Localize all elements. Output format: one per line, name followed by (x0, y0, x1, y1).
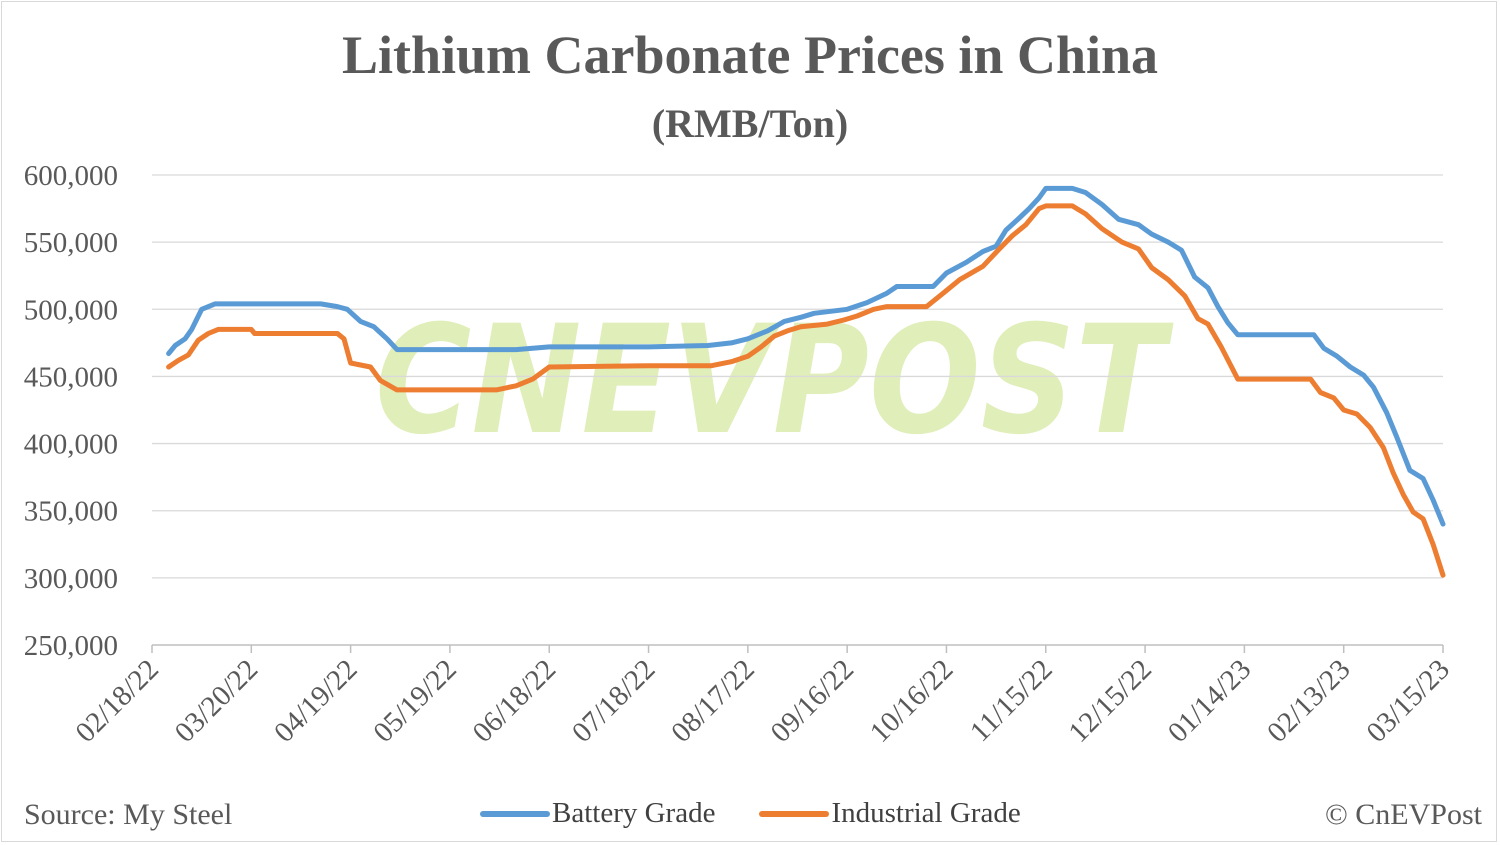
y-tick-label: 600,000 (24, 160, 118, 192)
chart-subtitle: (RMB/Ton) (651, 101, 849, 146)
x-tick-label: 10/16/22 (864, 653, 960, 749)
y-tick-label: 450,000 (24, 361, 118, 393)
x-tick-label: 02/13/23 (1261, 653, 1357, 749)
watermark: CNEVPOST (375, 294, 1174, 468)
x-tick-label: 12/15/22 (1062, 653, 1158, 749)
x-tick-label: 02/18/22 (69, 653, 165, 749)
x-axis-ticks: 02/18/22 03/20/22 04/19/22 05/19/22 06/18/22… (69, 645, 1456, 749)
y-tick-label: 400,000 (24, 429, 118, 461)
legend-swatch-battery (480, 810, 550, 817)
series-lines (166, 185, 1446, 578)
x-tick-label: 03/15/23 (1360, 653, 1456, 749)
x-tick-label: 01/14/23 (1162, 653, 1258, 749)
x-tick-label: 03/20/22 (169, 653, 265, 749)
legend: Battery Grade Industrial Grade (480, 797, 1065, 830)
x-tick-label: 11/15/22 (964, 653, 1059, 748)
x-tick-label: 08/17/22 (665, 653, 761, 749)
legend-label-industrial: Industrial Grade (831, 797, 1021, 829)
chart-title: Lithium Carbonate Prices in China (341, 25, 1159, 85)
legend-item-industrial: Industrial Grade (759, 797, 1021, 830)
legend-item-battery: Battery Grade (480, 797, 715, 830)
y-tick-label: 300,000 (24, 563, 118, 595)
legend-swatch-industrial (759, 810, 830, 817)
series-line-battery-grade (166, 185, 1446, 527)
y-tick-label: 550,000 (24, 227, 118, 259)
y-axis-ticks: 250,000 300,000 350,000 400,000 450,000 500,0… (24, 160, 118, 662)
y-tick-label: 350,000 (24, 496, 118, 528)
x-tick-label: 06/18/22 (467, 653, 563, 749)
source-note: Source: My Steel (24, 798, 233, 831)
copyright-credit: © CnEVPost (1325, 798, 1482, 831)
legend-label-battery: Battery Grade (552, 797, 716, 829)
y-tick-label: 500,000 (24, 294, 118, 326)
x-tick-label: 04/19/22 (268, 653, 364, 749)
gridlines (152, 174, 1443, 579)
y-tick-label: 250,000 (24, 630, 118, 662)
series-line-industrial-grade (166, 203, 1446, 578)
x-tick-label: 07/18/22 (566, 653, 662, 749)
x-tick-label: 05/19/22 (367, 653, 463, 749)
x-tick-label: 09/16/22 (765, 653, 861, 749)
